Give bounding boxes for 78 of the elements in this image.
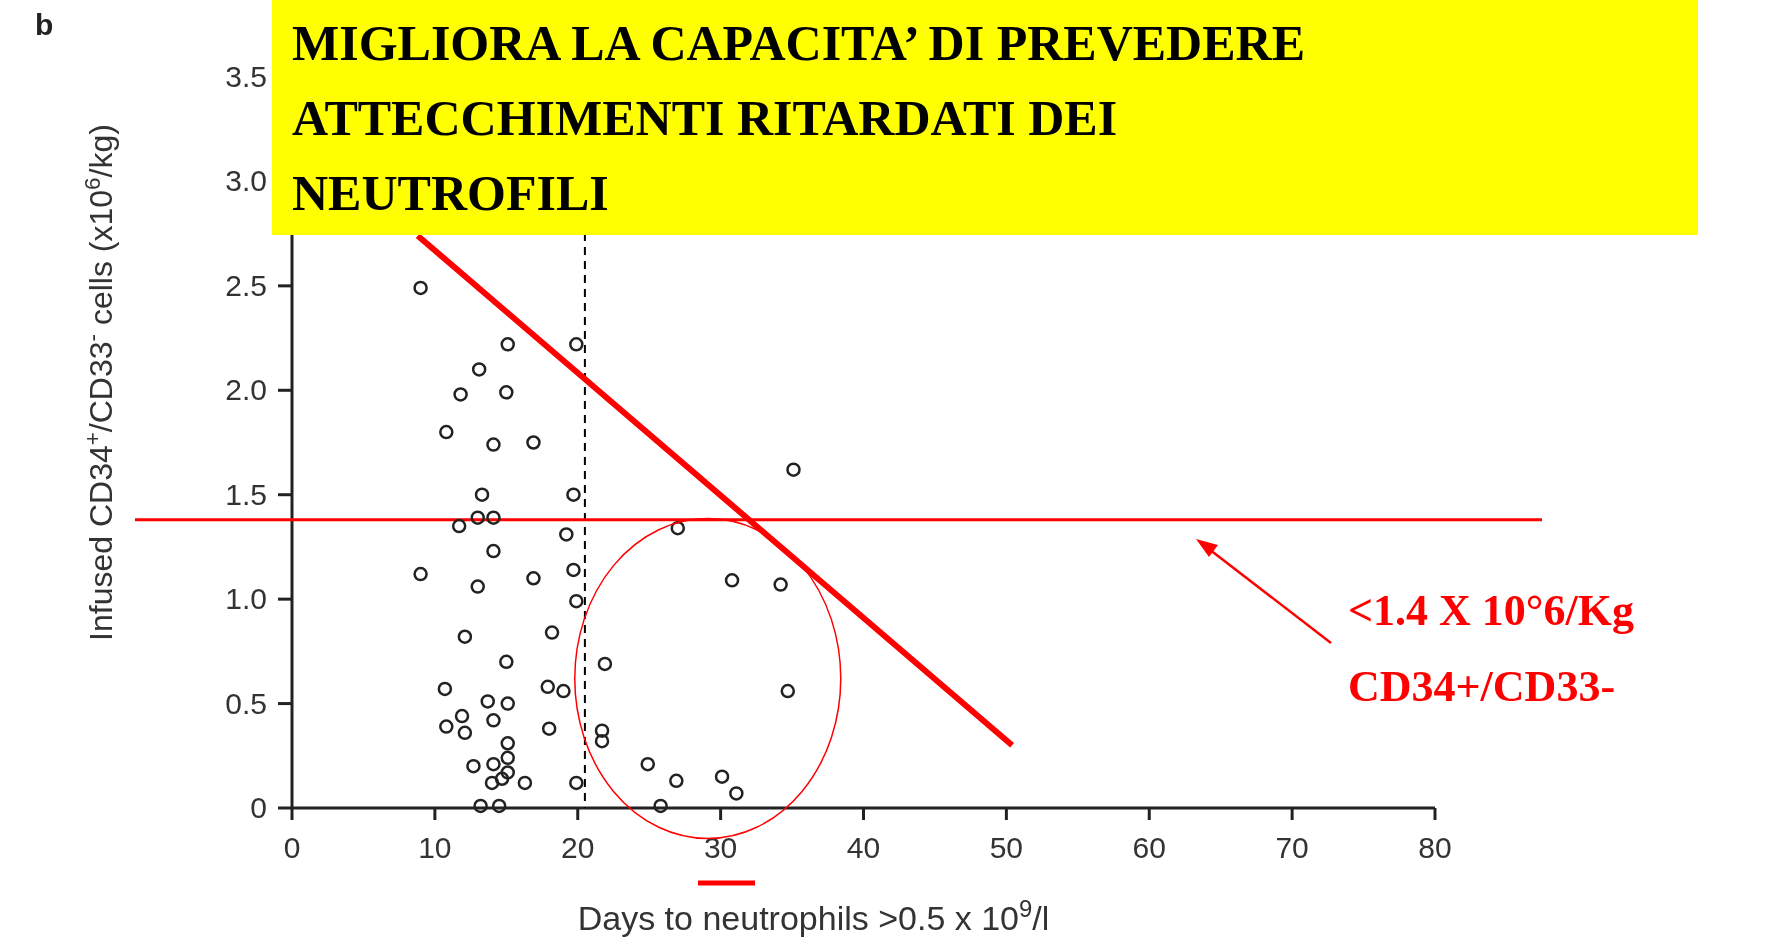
point xyxy=(470,510,485,525)
chart-title: MIGLIORA LA CAPACITA’ DI PREVEDERE ATTECCHIMENTI RITARDATI DEI NEUTROFILI xyxy=(292,15,1306,221)
point xyxy=(499,654,514,670)
point xyxy=(471,362,487,377)
point xyxy=(559,527,574,542)
point xyxy=(474,487,490,502)
point xyxy=(594,723,610,738)
point xyxy=(439,424,454,440)
point xyxy=(729,786,744,801)
y-tick-label: 2.0 xyxy=(225,373,267,407)
y-tick-label: 1.5 xyxy=(225,477,267,511)
point xyxy=(486,437,501,452)
y-tick-label: 2.5 xyxy=(225,268,267,302)
point xyxy=(566,487,581,502)
y-tick-label: 1.0 xyxy=(225,582,267,616)
x-tick-label: 0 xyxy=(283,831,301,864)
point xyxy=(724,573,740,588)
x-tick-label: 20 xyxy=(561,831,595,864)
point xyxy=(714,769,730,784)
point xyxy=(457,725,473,741)
point xyxy=(597,656,613,672)
y-tick-label: 0.5 xyxy=(225,686,267,720)
x-tick-label: 80 xyxy=(1418,831,1452,864)
x-axis-title: Days to neutrophils >0.5 x 10$^{9}$/l xyxy=(577,894,1050,937)
point xyxy=(653,798,668,814)
x-tick-label: 60 xyxy=(1132,831,1166,864)
point xyxy=(413,280,428,296)
point xyxy=(569,593,584,609)
legend-label: <1.4 X 10°6/Kg CD34+/CD33- xyxy=(1348,586,1634,711)
point xyxy=(569,775,584,791)
point xyxy=(544,625,560,640)
point xyxy=(566,562,581,578)
y-tick-label: 3.0 xyxy=(225,164,267,198)
text: b xyxy=(35,8,54,41)
point xyxy=(540,679,555,695)
point xyxy=(499,385,514,400)
point xyxy=(413,566,428,582)
x-tick-label: 40 xyxy=(846,831,881,864)
x-tick-label: 10 xyxy=(418,831,452,864)
point xyxy=(786,462,801,477)
point xyxy=(453,387,468,402)
point xyxy=(640,756,656,772)
point xyxy=(470,579,485,594)
x-tick-label: 70 xyxy=(1275,831,1309,864)
point xyxy=(486,543,501,559)
point xyxy=(500,696,515,711)
point xyxy=(517,775,533,791)
point xyxy=(491,798,507,814)
point xyxy=(437,681,453,697)
point xyxy=(541,721,557,736)
point xyxy=(500,765,515,780)
y-tick-label: 0 xyxy=(250,791,267,824)
point xyxy=(466,758,481,774)
point xyxy=(494,771,510,787)
point xyxy=(780,683,796,699)
point xyxy=(500,736,515,751)
x-tick-label: 30 xyxy=(703,831,738,864)
y-tick-label: 3.5 xyxy=(225,60,267,93)
x-tick-label: 50 xyxy=(989,831,1024,864)
point xyxy=(500,337,515,352)
point xyxy=(480,694,495,709)
point xyxy=(500,750,515,766)
point xyxy=(669,773,684,789)
point xyxy=(439,719,454,734)
point xyxy=(526,435,541,450)
point xyxy=(486,510,501,525)
point xyxy=(457,629,473,644)
point xyxy=(486,713,501,728)
point xyxy=(594,733,610,749)
point xyxy=(773,577,788,592)
point xyxy=(454,708,470,724)
point xyxy=(569,337,584,352)
point xyxy=(473,798,488,814)
point xyxy=(484,775,500,791)
point xyxy=(486,756,501,772)
point xyxy=(526,571,541,586)
point xyxy=(556,683,571,699)
point xyxy=(451,518,467,534)
